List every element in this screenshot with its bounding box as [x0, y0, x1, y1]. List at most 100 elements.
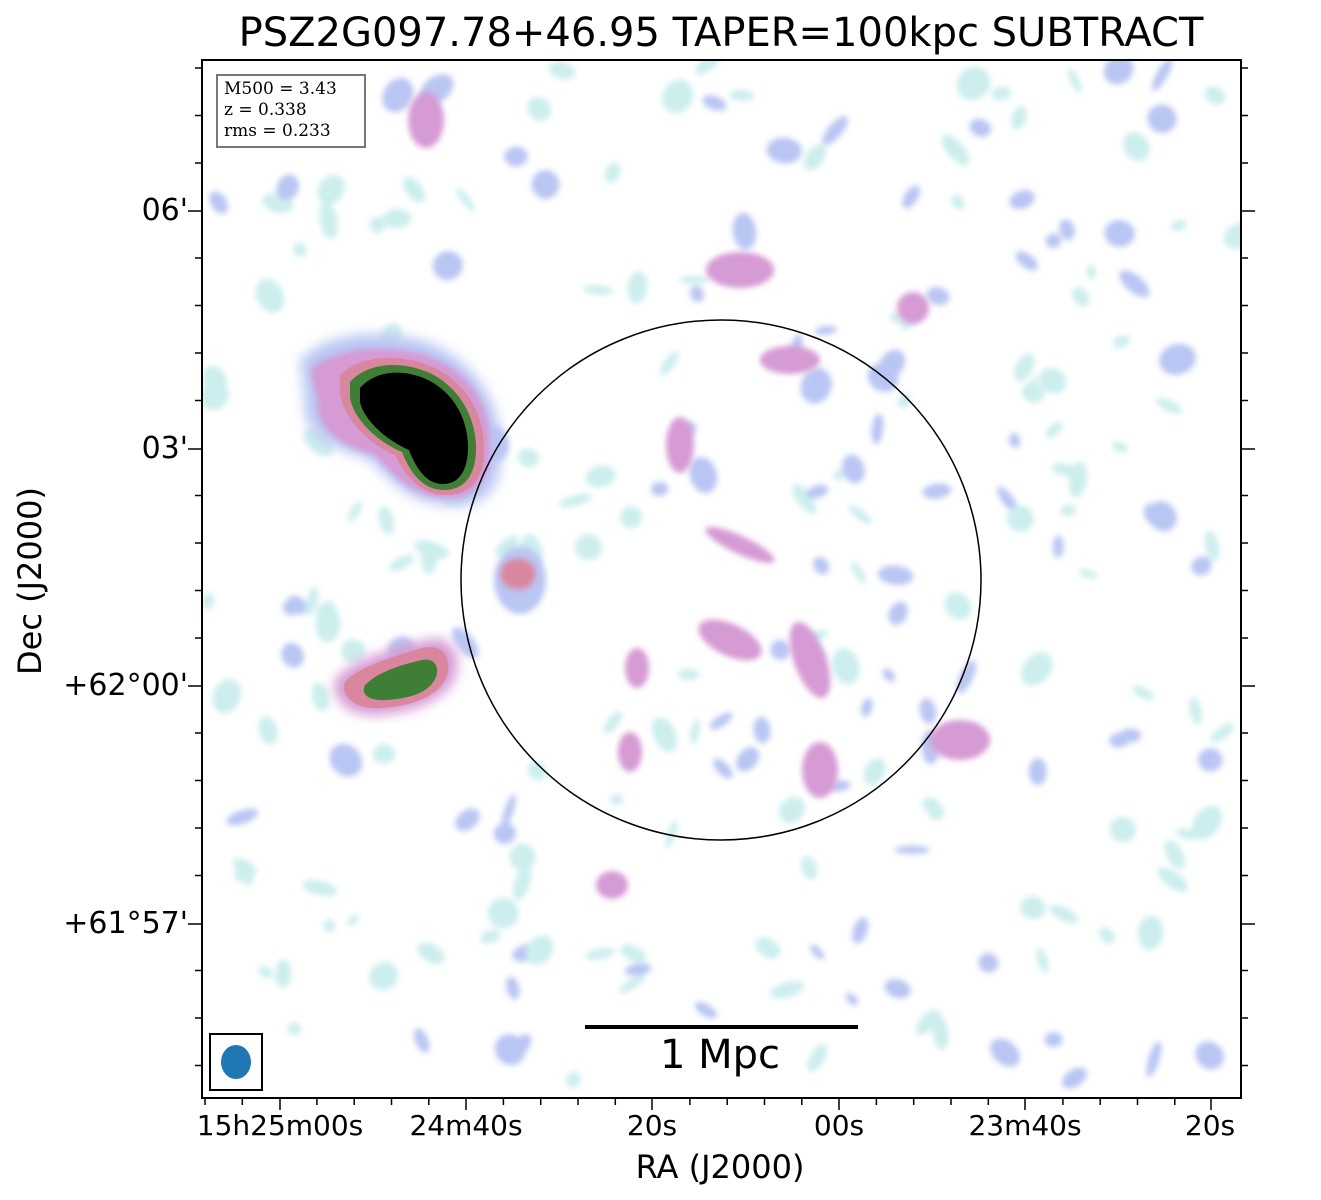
noise-blob	[694, 1001, 717, 1019]
noise-blob	[1123, 132, 1150, 161]
noise-blob	[997, 486, 1019, 514]
noise-blob	[340, 639, 366, 663]
x-tick-label: 20s	[1184, 1109, 1236, 1142]
noise-blob	[202, 365, 228, 397]
noise-blob	[303, 428, 334, 457]
noise-blob	[1044, 1032, 1063, 1048]
noise-blob	[932, 1015, 949, 1050]
noise-blob	[1198, 748, 1223, 772]
noise-blob	[1038, 367, 1067, 394]
noise-blob	[1009, 190, 1035, 210]
noise-blob	[1103, 60, 1134, 85]
noise-blob	[1141, 926, 1160, 948]
noise-blob	[941, 134, 970, 166]
noise-blob	[928, 804, 945, 821]
noise-blob	[1029, 375, 1039, 404]
noise-blob	[509, 843, 536, 871]
noise-blob	[713, 758, 733, 779]
noise-blob	[812, 556, 830, 575]
noise-blob	[884, 978, 911, 999]
noise-blob	[677, 669, 700, 680]
noise-blob	[803, 144, 827, 171]
noise-blob	[323, 919, 336, 933]
noise-blob	[293, 242, 307, 258]
noise-blob	[852, 917, 869, 944]
noise-blob	[736, 747, 760, 772]
noise-blob	[1052, 535, 1064, 558]
noise-blob	[282, 599, 297, 616]
noise-blob	[1019, 896, 1046, 920]
noise-blob	[1143, 503, 1159, 525]
noise-blob	[566, 1071, 581, 1088]
noise-blob	[709, 712, 733, 730]
noise-blob	[493, 822, 516, 845]
noise-blob	[369, 216, 386, 234]
noise-blob	[969, 118, 992, 137]
noise-blob	[1210, 723, 1235, 743]
noise-blob	[559, 493, 592, 508]
noise-blob	[319, 202, 338, 240]
noise-blob	[1132, 685, 1154, 700]
noise-blob	[1010, 106, 1027, 130]
noise-blob	[1071, 286, 1090, 307]
noise-blob	[1223, 222, 1241, 249]
noise-blob	[583, 285, 614, 295]
plot-frame	[201, 59, 1242, 1099]
noise-blob	[650, 481, 669, 497]
noise-blob	[778, 796, 806, 824]
noise-blob	[833, 469, 845, 481]
noise-blob	[863, 758, 886, 786]
x-tick-label: 15h25m00s	[196, 1109, 364, 1142]
noise-blob	[1013, 353, 1035, 382]
noise-blob	[919, 698, 937, 724]
y-tick-label: 03'	[141, 431, 188, 466]
noise-blob	[432, 251, 463, 281]
noise-blob	[287, 1022, 302, 1036]
axis-ticks	[188, 67, 1255, 1110]
noise-blob	[620, 944, 647, 963]
noise-blob	[888, 601, 908, 626]
green-source	[334, 638, 458, 716]
noise-blob	[515, 1033, 532, 1054]
noise-blob	[1111, 441, 1129, 453]
noise-blob	[619, 974, 646, 993]
noise-blob	[1049, 904, 1079, 924]
noise-blob	[274, 959, 292, 988]
rms-text: rms = 0.233	[224, 121, 331, 141]
noise-blob	[770, 639, 791, 660]
mass-text: M500 = 3.43	[224, 79, 337, 99]
y-tick-label: +61°57'	[63, 906, 188, 941]
noise-blob	[501, 794, 516, 828]
noise-blob	[1191, 805, 1223, 840]
noise-blob	[548, 60, 576, 80]
noise-blob	[822, 116, 848, 146]
noise-blob	[346, 914, 359, 927]
background-noise-blobs	[202, 60, 1241, 1089]
noise-blob	[487, 897, 519, 929]
noise-blob	[1078, 569, 1098, 579]
noise-blob	[1045, 421, 1063, 439]
noise-blob	[1060, 504, 1076, 517]
noise-blob	[806, 484, 829, 499]
noise-blob	[403, 176, 425, 203]
x-tick-label: 20s	[626, 1109, 678, 1142]
noise-blob	[1109, 816, 1137, 843]
noise-blob	[585, 947, 616, 961]
noise-blob	[525, 935, 554, 966]
noise-blob	[807, 1044, 828, 1072]
noise-blob	[1067, 68, 1082, 94]
noise-blob	[1086, 264, 1096, 280]
noise-blob	[420, 547, 438, 574]
noise-blob	[209, 191, 229, 214]
x-tick-label: 00s	[813, 1109, 865, 1142]
noise-blob	[456, 188, 476, 212]
noise-blob	[922, 483, 951, 499]
noise-blob	[1007, 505, 1034, 533]
noise-blob	[1146, 1041, 1162, 1077]
noise-blob	[512, 866, 532, 901]
noise-blob	[1164, 839, 1185, 870]
noise-blob	[729, 89, 755, 102]
noise-blob	[769, 981, 805, 999]
noise-blob	[1191, 556, 1212, 576]
plot-title: PSZ2G097.78+46.95 TAPER=100kpc SUBTRACT	[238, 10, 1204, 56]
